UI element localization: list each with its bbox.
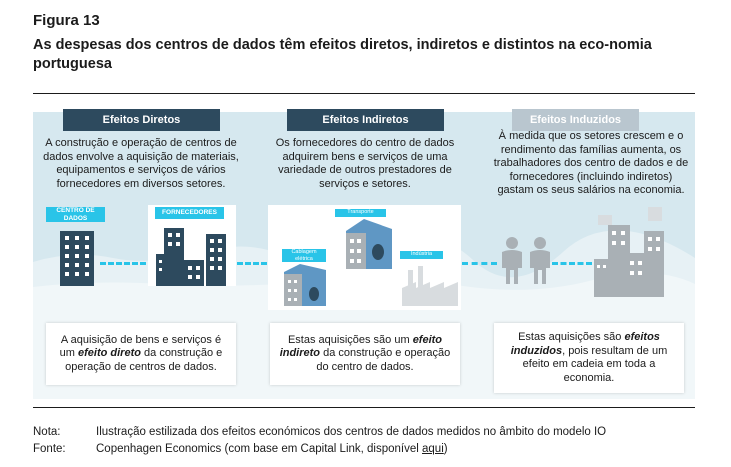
induced-effect-box: Estas aquisições são efeitos induzidos, …	[494, 323, 684, 393]
supplier-buildings-icon	[156, 224, 228, 286]
datacenter-building-icon	[57, 231, 97, 286]
figure-label: Figura 13	[33, 12, 100, 29]
title-rule	[33, 93, 695, 94]
cabling-building-icon	[284, 264, 326, 306]
direct-effect-emphasis: efeito direto	[78, 347, 141, 360]
induced-city-icon	[594, 203, 668, 297]
connector-indirect	[237, 262, 267, 265]
direct-description: A construção e operação de centros de da…	[43, 137, 239, 190]
nota-label: Nota:	[33, 426, 61, 438]
connector-induced-left	[462, 262, 497, 265]
induced-effect-emphasis: efeitos induzidos	[510, 331, 660, 357]
induced-effect-text-pre: Estas aquisições são	[518, 331, 625, 343]
connector-induced-right	[552, 262, 592, 265]
figure-title: As despesas dos centros de dados têm efe…	[33, 37, 652, 72]
fonte-line: Copenhagen Economics (com base em Capita…	[96, 441, 696, 457]
industry-factory-icon	[402, 262, 458, 306]
fonte-text: Copenhagen Economics (com base em Capita…	[96, 443, 423, 455]
indirect-effect-emphasis: efeito indireto	[279, 333, 443, 360]
bottom-rule	[33, 407, 695, 408]
indirect-description: Os fornecedores do centro de dados adqui…	[275, 137, 455, 190]
header-indirect: Efeitos Indiretos	[287, 109, 444, 131]
tag-centro-de-dados: CENTRO DE DADOS	[46, 207, 105, 222]
induced-description: À medida que os setores crescem e o rend…	[493, 130, 689, 196]
direct-effect-text-post: da construção e operação de centros de d…	[65, 347, 223, 373]
tag-fornecedores: FORNECEDORES	[155, 207, 224, 219]
direct-effect-box: A aquisição de bens e serviços é um efei…	[46, 323, 236, 385]
direct-effect-text-pre: A aquisição de bens e serviços é um	[59, 333, 222, 360]
induced-effect-text-post: , pois resultam de um efeito em cadeia e…	[522, 344, 668, 384]
indirect-effect-text-post: da construção e operação do centro de da…	[316, 347, 451, 373]
header-direct: Efeitos Diretos	[63, 109, 220, 131]
fonte-close: )	[443, 443, 448, 455]
tag-transporte: Transporte	[335, 209, 386, 217]
nota-text: Ilustração estilizada dos efeitos económ…	[96, 426, 607, 438]
indirect-effect-text-pre: Estas aquisições são um	[287, 333, 413, 346]
transport-building-icon	[346, 219, 392, 269]
connector-direct	[100, 262, 146, 265]
fonte-label: Fonte:	[33, 443, 66, 455]
tag-industria: Indústria	[400, 251, 443, 259]
tag-cablagem: Cablagem elétrica	[282, 249, 326, 262]
workers-icon	[500, 236, 552, 284]
indirect-effect-box: Estas aquisições são um efeito indireto …	[270, 323, 460, 385]
header-induced: Efeitos Induzidos	[512, 109, 639, 131]
fonte-link[interactable]: aqui	[422, 443, 444, 455]
